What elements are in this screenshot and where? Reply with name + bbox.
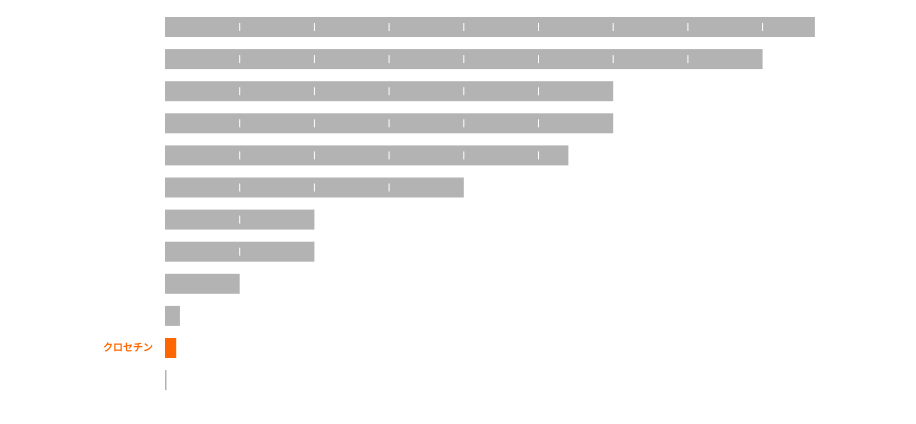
bar <box>165 17 815 37</box>
bar <box>165 338 177 358</box>
bar <box>165 145 569 166</box>
bar <box>165 273 240 294</box>
category-label: クロセチン <box>103 342 153 354</box>
bar <box>165 370 167 391</box>
bar <box>165 305 180 326</box>
